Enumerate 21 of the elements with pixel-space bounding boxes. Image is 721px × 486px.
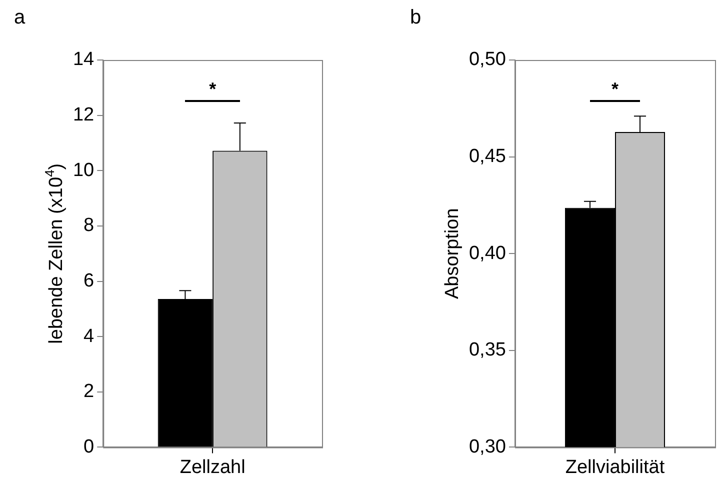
y-tick-label: 0,30 [468,436,506,458]
y-tick-label: 14 [72,49,95,70]
y-tick-label: 4 [84,326,95,347]
y-tick-label: 12 [72,104,94,126]
y-axis-title: lebende Zellen (x104) [42,163,67,344]
chart-title: a [14,6,26,29]
y-tick-label: 10 [72,160,94,181]
y-tick-label: 0 [84,436,94,458]
x-tick-label: Zellviabilität [565,456,666,478]
y-tick-label: 2 [84,381,94,402]
annotation: * [209,78,216,99]
annotation: * [611,78,618,99]
y-axis-title: Absorption [442,208,463,300]
y-tick-label: 0,35 [468,340,506,361]
y-tick-label: 8 [84,215,94,236]
y-tick-label: 6 [84,270,94,292]
x-tick-label: Zellzahl [180,456,246,478]
y-tick-label: 0,40 [468,242,506,264]
y-tick-label: 0,50 [468,49,506,70]
y-tick-label: 0,45 [468,146,506,168]
chart-title: b [410,6,422,29]
